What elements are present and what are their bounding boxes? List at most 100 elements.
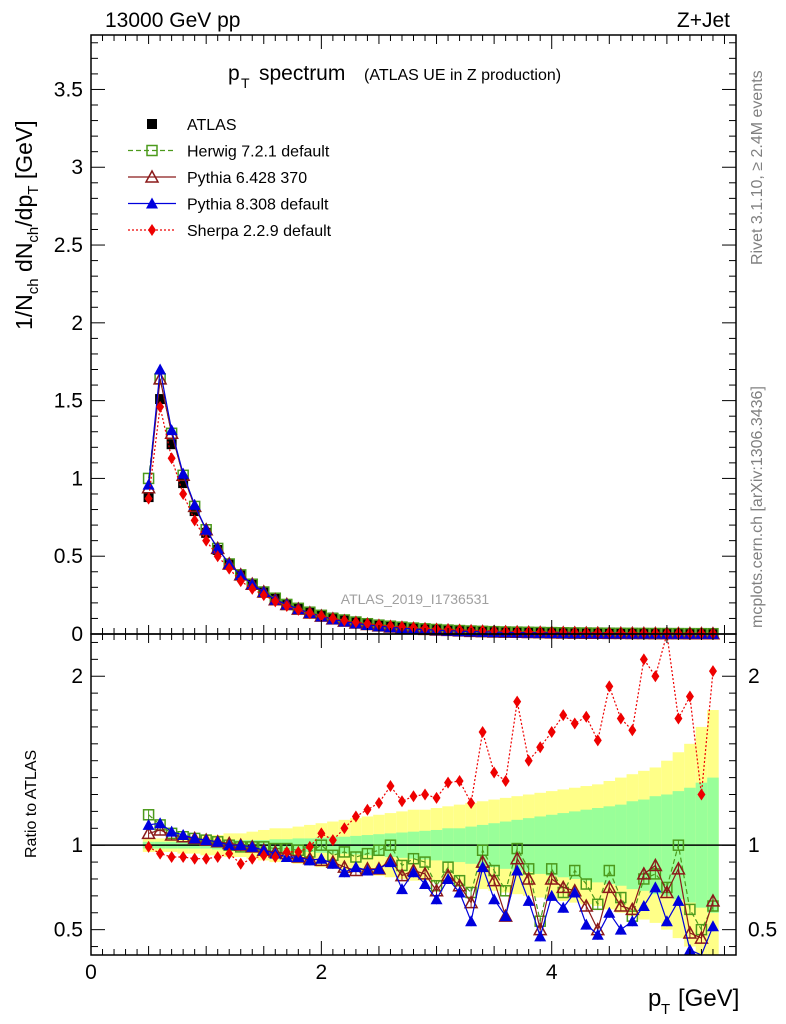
data-point-marker	[603, 864, 616, 877]
data-point-marker	[625, 901, 640, 916]
analysis-watermark: ATLAS_2019_I1736531	[341, 591, 490, 607]
y-tick-label: 3.5	[54, 78, 83, 101]
svg-text:[GeV]: [GeV]	[678, 985, 739, 1012]
data-point-marker	[303, 854, 316, 866]
data-point-marker	[144, 492, 153, 505]
data-point-marker	[146, 144, 158, 157]
legend-label: Pythia 8.308 default	[187, 197, 329, 214]
data-point-marker	[200, 834, 213, 846]
data-point-marker	[672, 894, 685, 906]
data-point-marker	[614, 923, 627, 935]
data-point-marker	[579, 898, 594, 912]
data-point-marker	[282, 845, 291, 858]
data-point-marker	[259, 849, 268, 862]
data-point-marker	[674, 712, 683, 725]
data-point-marker	[490, 766, 499, 779]
data-point-marker	[409, 790, 418, 803]
data-point-marker	[213, 851, 222, 864]
data-point-marker	[442, 872, 455, 884]
data-point-marker	[660, 915, 673, 927]
y-ticks: 0 0.5 1 1.5 2 2.5 3 3.5	[54, 42, 736, 646]
y-tick-label: 2.5	[54, 234, 83, 257]
data-point-marker	[223, 839, 236, 851]
rivet-version-label: Rivet 3.1.10, ≥ 2.4M events	[749, 70, 766, 265]
data-point-marker	[179, 487, 188, 500]
data-point-marker	[557, 901, 570, 913]
legend-label: Herwig 7.2.1 default	[187, 144, 330, 161]
data-point-marker	[384, 856, 397, 868]
data-point-marker	[167, 851, 176, 864]
data-point-marker	[305, 840, 314, 853]
data-point-marker	[152, 822, 168, 836]
plot-title-p: p	[228, 62, 240, 85]
data-point-marker	[200, 523, 213, 535]
legend-item: Pythia 6.428 370	[128, 169, 307, 187]
x-axis-label: p T [GeV]	[648, 985, 739, 1018]
data-point-marker	[165, 424, 178, 436]
data-point-marker	[476, 861, 489, 873]
data-point-marker	[294, 845, 303, 858]
data-point-marker	[488, 893, 501, 905]
x-tick-label: 2	[316, 961, 328, 984]
data-point-marker	[569, 864, 581, 877]
data-point-marker	[639, 653, 648, 666]
plot-title: p T spectrum (ATLAS UE in Z production)	[228, 62, 561, 91]
data-point-marker	[361, 847, 374, 860]
data-point-marker	[142, 818, 155, 830]
data-point-marker	[315, 839, 328, 851]
data-point-marker	[144, 840, 153, 853]
y-tick-label: 0.5	[54, 919, 83, 942]
data-point-marker	[524, 754, 533, 767]
data-point-marker	[455, 774, 464, 787]
y-tick-label: 2	[71, 312, 83, 335]
header-left: 13000 GeV pp	[105, 9, 240, 32]
plot-title-note: (ATLAS UE in Z production)	[364, 67, 561, 84]
data-point-marker	[409, 621, 418, 634]
data-point-marker	[190, 514, 199, 527]
data-point-marker	[147, 119, 157, 129]
data-point-marker	[202, 852, 211, 865]
data-point-marker	[305, 607, 314, 620]
data-point-marker	[684, 903, 696, 916]
main-y-axis-label: 1/Nch dNch/dpT [GeV]	[11, 120, 42, 330]
data-point-marker	[351, 810, 360, 823]
data-point-marker	[568, 886, 581, 898]
legend: ATLAS Herwig 7.2.1 default Pythia 6.428 37…	[128, 117, 332, 240]
data-point-marker	[317, 827, 326, 840]
data-point-marker	[202, 534, 211, 547]
data-point-marker	[236, 575, 245, 588]
data-point-marker	[444, 776, 453, 789]
y-tick-label-right: 0.5	[748, 919, 777, 942]
series-sherpa-2-2-9-default	[144, 633, 717, 870]
data-point-marker	[372, 862, 385, 874]
data-point-marker	[167, 452, 176, 465]
data-point-marker	[513, 695, 522, 708]
data-point-marker	[651, 670, 660, 683]
data-point-marker	[499, 910, 512, 922]
legend-item: Pythia 8.308 default	[128, 197, 329, 214]
data-point-marker	[697, 788, 706, 801]
data-point-marker	[547, 725, 556, 738]
data-point-marker	[165, 825, 178, 837]
data-point-marker	[605, 680, 614, 693]
y-tick-label: 0.5	[54, 545, 83, 568]
data-point-marker	[328, 612, 337, 625]
data-point-marker	[248, 852, 257, 865]
data-point-marker	[351, 616, 360, 629]
data-point-marker	[534, 930, 547, 942]
data-point-marker	[397, 620, 406, 633]
x-tick-label: 4	[546, 961, 558, 984]
data-point-marker	[395, 883, 408, 895]
data-point-marker	[188, 498, 201, 510]
y-tick-label: 1	[71, 467, 83, 490]
data-point-marker	[580, 918, 593, 930]
data-point-marker	[602, 879, 617, 894]
data-point-marker	[544, 871, 559, 885]
data-point-marker	[509, 851, 525, 865]
series-herwig-7-2-1-default	[142, 809, 719, 936]
x-tick-label: 0	[85, 961, 97, 984]
data-point-marker	[659, 884, 675, 899]
data-point-marker	[580, 878, 593, 890]
plot-title-word: spectrum	[259, 62, 345, 85]
